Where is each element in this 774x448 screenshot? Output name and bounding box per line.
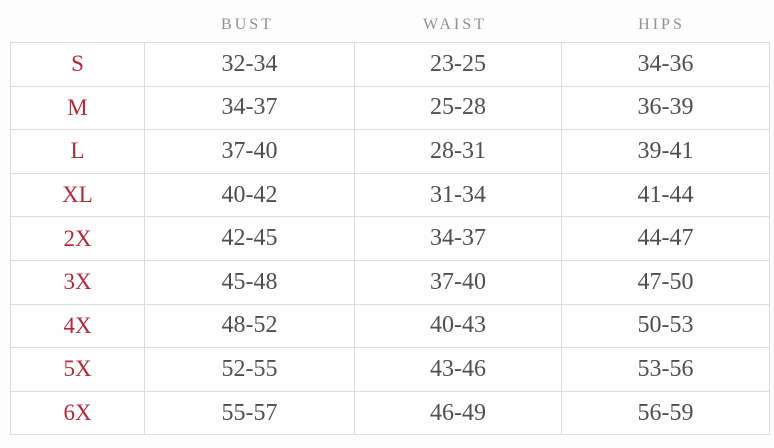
size-cell: 6X [10,390,145,436]
waist-cell: 43-46 [354,347,562,392]
waist-cell: 34-37 [354,216,562,261]
bust-cell: 48-52 [144,303,355,349]
table-row: 5X 52-55 43-46 53-56 [10,347,770,392]
size-chart: BUST WAIST HIPS S 32-34 23-25 34-36 M 34… [10,0,770,436]
bust-cell: 45-48 [144,259,355,305]
waist-cell: 31-34 [354,172,562,218]
hips-cell: 41-44 [561,172,770,218]
column-header-hips: HIPS [638,16,685,33]
size-cell: M [10,85,145,131]
waist-cell: 37-40 [354,259,562,305]
size-cell: L [10,129,145,174]
size-cell: XL [10,172,145,218]
size-cell: 5X [10,347,145,392]
table-row: XL 40-42 31-34 41-44 [10,172,770,218]
hips-cell: 39-41 [561,129,770,174]
table-row: 3X 45-48 37-40 47-50 [10,259,770,305]
table-row: S 32-34 23-25 34-36 [10,42,770,87]
bust-cell: 34-37 [144,85,355,131]
bust-cell: 32-34 [144,42,355,87]
size-cell: 3X [10,259,145,305]
hips-cell: 36-39 [561,85,770,131]
waist-cell: 23-25 [354,42,562,87]
hips-cell: 53-56 [561,347,770,392]
size-cell: S [10,42,145,87]
table-row: L 37-40 28-31 39-41 [10,129,770,174]
waist-cell: 28-31 [354,129,562,174]
hips-cell: 44-47 [561,216,770,261]
size-table: S 32-34 23-25 34-36 M 34-37 25-28 36-39 … [10,42,770,436]
waist-cell: 40-43 [354,303,562,349]
column-header-size [10,34,143,42]
hips-cell: 56-59 [561,390,770,436]
bust-cell: 37-40 [144,129,355,174]
bust-cell: 55-57 [144,390,355,436]
table-row: 4X 48-52 40-43 50-53 [10,303,770,349]
waist-cell: 25-28 [354,85,562,131]
size-cell: 2X [10,216,145,261]
size-cell: 4X [10,303,145,349]
waist-cell: 46-49 [354,390,562,436]
bust-cell: 42-45 [144,216,355,261]
column-header-waist: WAIST [423,16,487,33]
hips-cell: 34-36 [561,42,770,87]
hips-cell: 47-50 [561,259,770,305]
table-row: 6X 55-57 46-49 56-59 [10,390,770,436]
bust-cell: 40-42 [144,172,355,218]
hips-cell: 50-53 [561,303,770,349]
column-headers: BUST WAIST HIPS [10,0,765,42]
bust-cell: 52-55 [144,347,355,392]
table-row: M 34-37 25-28 36-39 [10,85,770,131]
column-header-bust: BUST [221,16,274,33]
table-row: 2X 42-45 34-37 44-47 [10,216,770,261]
